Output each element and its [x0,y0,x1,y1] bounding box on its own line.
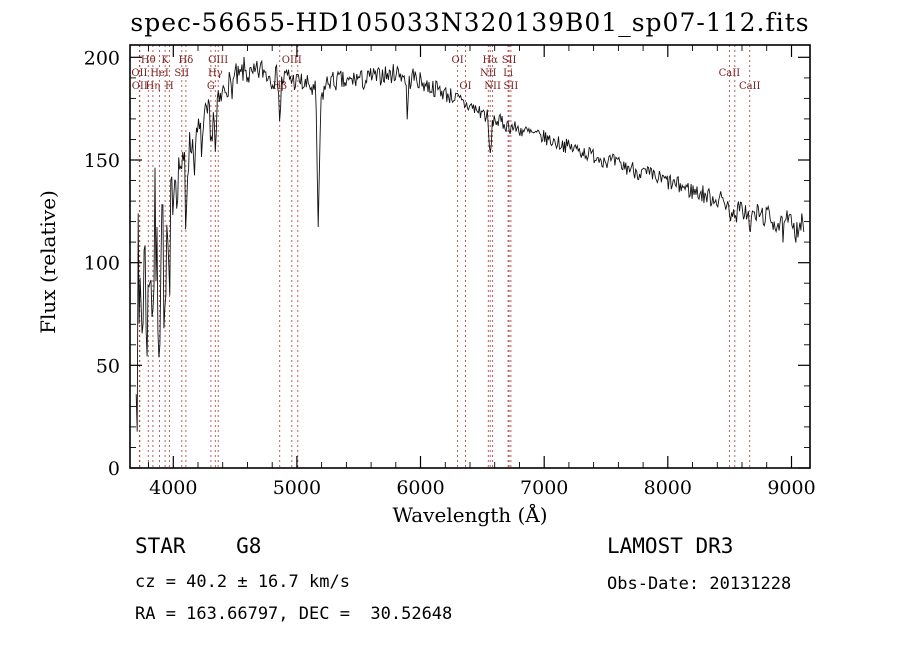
x-tick-label: 7000 [520,477,568,499]
spectral-line-label: Hβ [272,81,287,92]
spectral-line-label: Hα [482,55,498,66]
spectral-line-label: Hη [146,81,161,92]
spectral-line-label: OII [131,68,147,79]
spectral-line-label: HeI [150,68,169,79]
spectral-line-label: OI [459,81,471,92]
obs-date-value: Obs-Date: 20131228 [607,574,792,594]
y-axis-label: Flux (relative) [36,190,60,334]
spectral-line-label: SII [504,81,519,92]
ra-dec-value: RA = 163.66797, DEC = 30.52648 [135,604,453,624]
spectral-line-label: OI [452,55,464,66]
x-tick-label: 8000 [644,477,692,499]
spectral-line-label: SII [174,68,189,79]
spectral-line-label: Li [503,68,513,79]
spectral-line-label: Hθ [141,55,156,66]
spectral-line-label: NII [480,68,497,79]
object-class-label: STAR G8 [135,534,262,558]
spectral-line-label: CaII [739,81,761,92]
spectral-line-label: OII [132,81,148,92]
spectral-line-label: Hγ [208,68,223,79]
spectral-line-label: SII [502,55,517,66]
spectral-line-label: CaII [719,68,741,79]
spectral-line-label: NII [484,81,501,92]
plot-title: spec-56655-HD105033N320139B01_sp07-112.f… [130,8,810,37]
y-tick-label: 200 [84,47,120,69]
spectrum-trace [135,56,805,432]
y-tick-label: 50 [96,355,120,377]
x-tick-label: 6000 [396,477,444,499]
spectral-line-label: Hδ [179,55,194,66]
spectral-line-label: H [165,81,174,92]
spectral-line-label: G [207,81,215,92]
y-tick-label: 0 [108,458,120,480]
spectral-line-label: OIII [282,55,302,66]
survey-release-label: LAMOST DR3 [607,534,734,558]
spectral-line-label: K [161,55,169,66]
x-tick-label: 9000 [767,477,815,499]
y-tick-label: 100 [84,253,120,275]
y-tick-label: 150 [84,150,120,172]
cz-value: cz = 40.2 ± 16.7 km/s [135,572,350,592]
x-tick-label: 5000 [273,477,321,499]
x-tick-label: 4000 [149,477,197,499]
x-axis-label: Wavelength (Å) [392,502,547,527]
spectrum-line [135,56,805,432]
plot-border [129,44,811,469]
spectral-line-label: OIII [208,55,228,66]
axes: 4000 5000 6000 7000 8000 9000 0 50 100 150 200 [84,45,816,499]
